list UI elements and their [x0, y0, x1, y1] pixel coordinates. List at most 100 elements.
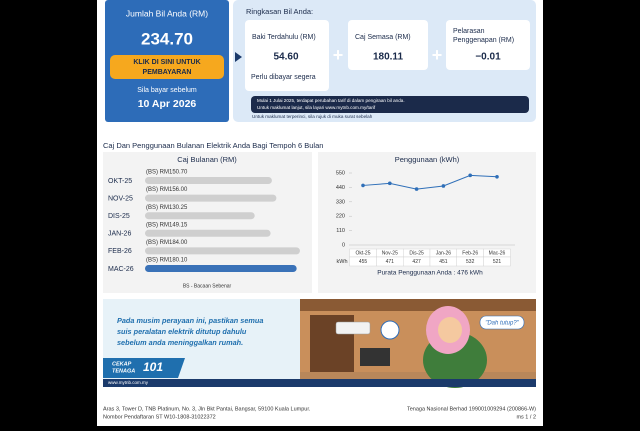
chart-note: BS - Bacaan Sebenar [183, 283, 232, 289]
chart-title: Penggunaan (kWh) [395, 155, 460, 164]
logo-number: 101 [143, 360, 163, 374]
speech-bubble [479, 315, 525, 330]
footer-page: ms 1 / 2 [516, 414, 536, 420]
table-value: 455 [359, 259, 368, 265]
x-tick-label: Nov-25 [382, 250, 398, 256]
y-tick-label: 110 [336, 228, 345, 234]
x-tick-label: Dis-25 [409, 250, 424, 256]
category-label: OKT-25 [108, 178, 132, 185]
breakdown-title: Ringkasan Bil Anda: [246, 7, 313, 16]
banner-website: www.mytnb.com.my [108, 380, 149, 385]
footer-registration: Nombor Pendaftaran ST W10-1808-31022372 [103, 414, 216, 420]
item-label: Penggenapan (RM) [453, 37, 514, 44]
panel [318, 152, 536, 293]
bar [145, 229, 271, 237]
pay-button-bg[interactable] [110, 55, 224, 79]
value-label: (BS) RM130.25 [146, 205, 188, 211]
logo-text: CEKAP [112, 361, 132, 367]
due-label: Sila bayar sebelum [137, 87, 197, 94]
due-date: 10 Apr 2026 [138, 98, 197, 110]
charts: Caj Bulanan (RM) (BS) RM150.70 OKT-25 (BS) … [108, 155, 515, 289]
banner-floor [300, 372, 536, 379]
arrow [235, 52, 242, 62]
footer-address: Aras 3, Tower D, TNB Platinum, No. 3, Jl… [103, 406, 311, 412]
logo-band [103, 358, 185, 378]
category-label: NOV-25 [108, 195, 133, 202]
category-label: FEB-26 [108, 248, 132, 255]
pay-button-text[interactable]: PEMBAYARAN [143, 69, 192, 76]
category-label: DIS-25 [108, 213, 130, 220]
x-tick-label: Jan-26 [436, 250, 452, 256]
bar [145, 194, 277, 202]
item-box [348, 20, 428, 70]
footnote: Untuk maklumat terperinci, sila rujuk di… [252, 114, 373, 119]
banner-arch [300, 299, 536, 311]
banner-tv [360, 348, 390, 366]
table-value: 427 [412, 259, 421, 265]
item-box [446, 20, 530, 70]
usage-point [495, 174, 499, 179]
logo-text: TENAGA [112, 368, 135, 374]
notice-text: Mulai 1 Julai 2025, terdapat perubahan t… [257, 98, 405, 103]
banner-message: suis peralatan elektrik ditutup dahulu [117, 327, 247, 336]
y-tick-label: 330 [336, 199, 345, 205]
bar [145, 265, 297, 272]
footer-company: Tenaga Nasional Berhad 199001009294 (200… [407, 406, 536, 412]
pay-button[interactable]: KLIK DI SINI UNTUK PEMBAYARAN [110, 55, 224, 79]
usage-point [441, 184, 446, 188]
item-value: −0.01 [475, 52, 501, 63]
item-label: Pelarasan [453, 28, 485, 35]
banner-message: sebelum anda meninggalkan rumah. [117, 338, 243, 347]
table-value: 451 [439, 259, 448, 265]
x-tick-label: Feb-26 [462, 250, 478, 256]
category-label: JAN-26 [108, 231, 131, 238]
pay-button-text[interactable]: KLIK DI SINI UNTUK [133, 59, 200, 66]
value-label: (BS) RM149.15 [146, 222, 188, 228]
x-tick-label: Okt-25 [355, 250, 370, 256]
item-label: Caj Semasa (RM) [355, 34, 411, 41]
value-label: (BS) RM184.00 [146, 240, 188, 246]
speech-text: "Dah tutup?" [485, 321, 519, 327]
item-value: 180.11 [373, 52, 403, 63]
plus-sign: + [432, 45, 443, 65]
table-value: 521 [493, 259, 502, 265]
usage-point [468, 173, 473, 178]
category-label: MAC-26 [108, 266, 134, 273]
usage-point [388, 181, 392, 186]
value-label: (BS) RM156.00 [146, 187, 188, 193]
table-cell [483, 256, 511, 267]
item-box [245, 20, 329, 91]
total-amount: 234.70 [141, 29, 193, 48]
table-value: 471 [386, 259, 395, 265]
value-label: (BS) RM150.70 [146, 170, 188, 176]
bar [145, 247, 300, 255]
banner-character-face [438, 317, 462, 343]
section-title: Caj Dan Penggunaan Bulanan Elektrik Anda… [103, 141, 323, 150]
y-tick-label: 0 [342, 242, 345, 248]
y-tick-label: 220 [336, 214, 345, 220]
x-tick-label: Mac-26 [489, 250, 506, 256]
table-label: kWh [337, 259, 348, 265]
value-label: (BS) RM180.10 [146, 258, 188, 264]
usage-point [361, 183, 365, 188]
bar [145, 177, 272, 184]
y-tick-label: 550 [336, 170, 345, 176]
item-label: Baki Terdahulu (RM) [252, 34, 316, 41]
banner-message: Pada musim perayaan ini, pastikan semua [117, 316, 263, 325]
banner-icon [380, 320, 400, 340]
item-note: Perlu dibayar segera [251, 74, 316, 81]
total-label: Jumlah Bil Anda (RM) [126, 8, 208, 18]
usage-line [362, 174, 498, 190]
usage-point [414, 187, 419, 191]
table-value: 532 [466, 259, 475, 265]
banner-aircond [335, 321, 371, 335]
banner-strip [103, 379, 536, 387]
plus-sign: + [333, 45, 344, 65]
bar [145, 212, 255, 220]
notice-box [251, 96, 529, 113]
item-value: 54.60 [273, 52, 298, 63]
y-tick-label: 440 [336, 185, 345, 191]
average-text: Purata Penggunaan Anda : 476 kWh [377, 270, 483, 277]
